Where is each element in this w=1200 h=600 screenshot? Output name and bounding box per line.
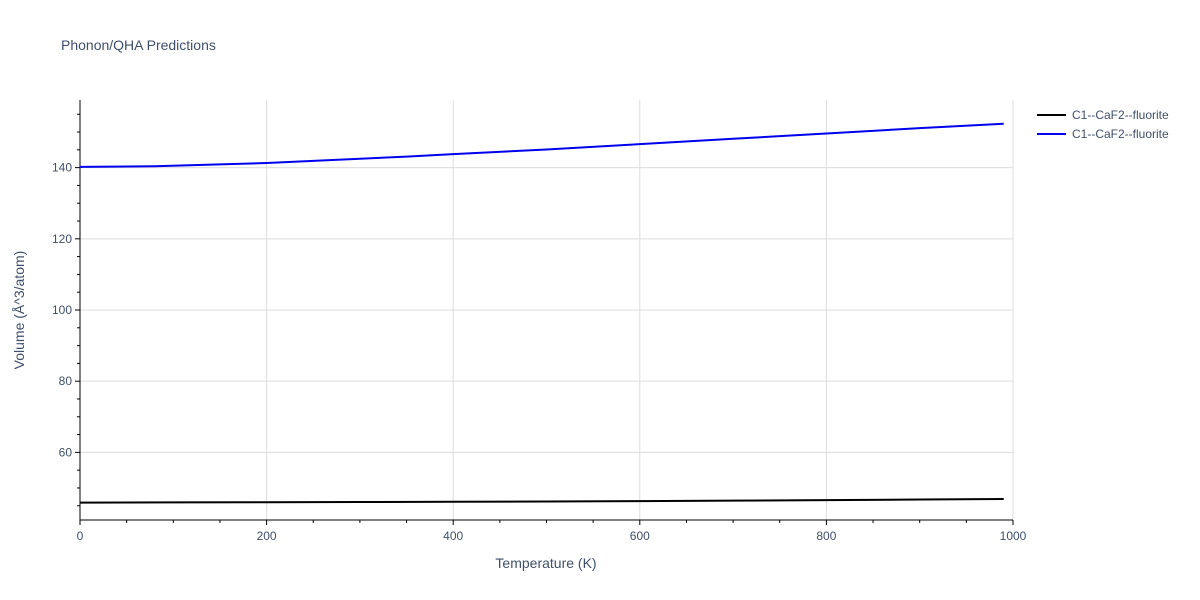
series-line-2 [79, 122, 1004, 168]
legend[interactable]: C1--CaF2--fluorite C1--CaF2--fluorite [1037, 108, 1169, 141]
x-axis-title: Temperature (K) [495, 555, 596, 571]
y-tick-label: 80 [59, 374, 73, 388]
chart-title: Phonon/QHA Predictions [61, 37, 216, 53]
y-tick-label: 100 [52, 303, 72, 317]
x-tick-label: 600 [630, 529, 650, 543]
y-tick-label: 120 [52, 232, 72, 246]
legend-label: C1--CaF2--fluorite [1072, 127, 1169, 141]
y-tick-label: 140 [52, 161, 72, 175]
legend-label: C1--CaF2--fluorite [1072, 108, 1169, 122]
legend-item-1[interactable]: C1--CaF2--fluorite [1037, 108, 1169, 122]
legend-item-2[interactable]: C1--CaF2--fluorite [1037, 127, 1169, 141]
series-lines [79, 122, 1004, 504]
x-tick-label: 400 [443, 529, 463, 543]
series-line-1 [79, 498, 1004, 504]
y-axis-title: Volume (Å^3/atom) [11, 251, 27, 370]
grid [80, 100, 1014, 520]
x-tick-label: 1000 [1000, 529, 1027, 543]
x-tick-label: 800 [816, 529, 836, 543]
x-tick-label: 0 [77, 529, 84, 543]
x-tick-label: 200 [257, 529, 277, 543]
y-tick-label: 60 [59, 445, 73, 459]
axes: 0 200 400 600 800 1000 60 80 100 120 140 [52, 100, 1027, 543]
